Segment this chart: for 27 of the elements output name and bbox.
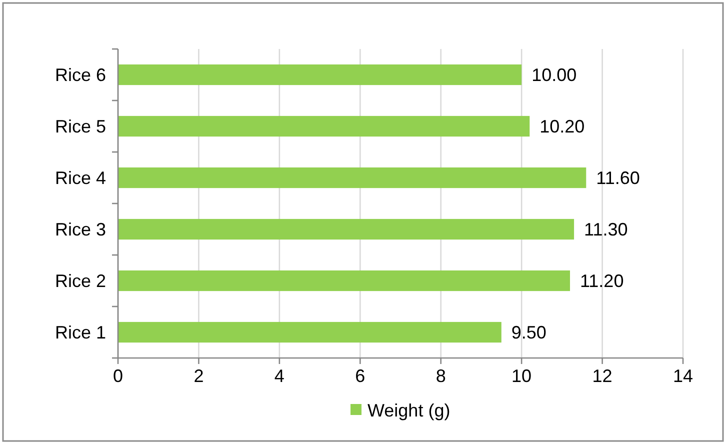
x-tick-label: 10 (512, 366, 532, 386)
y-tick-label: Rice 2 (54, 271, 106, 292)
bar (118, 116, 530, 137)
x-tick-label: 12 (592, 366, 612, 386)
data-label: 10.00 (532, 65, 577, 86)
bar (118, 218, 574, 240)
y-tick-label: Rice 5 (54, 116, 106, 137)
x-tick-label: 6 (355, 366, 366, 386)
x-tick-label: 2 (194, 366, 204, 386)
x-tick-label: 0 (112, 366, 124, 386)
bar (118, 64, 522, 86)
bar (118, 322, 502, 343)
y-tick-label: Rice 1 (54, 322, 106, 343)
data-label: 11.30 (584, 220, 628, 240)
data-label: 11.20 (580, 271, 624, 292)
x-tick-label: 14 (672, 366, 694, 386)
y-tick-label: Rice 3 (54, 220, 106, 240)
bar (118, 270, 570, 292)
bar (118, 167, 586, 188)
data-label: 11.60 (596, 168, 640, 188)
y-tick-label: Rice 6 (54, 65, 106, 86)
y-tick-label: Rice 4 (54, 168, 106, 188)
x-tick-label: 4 (274, 366, 284, 386)
x-tick-label: 8 (436, 366, 446, 386)
data-label: 9.50 (511, 322, 546, 343)
legend-label: Weight (g) (368, 400, 450, 420)
data-label: 10.20 (540, 116, 585, 137)
